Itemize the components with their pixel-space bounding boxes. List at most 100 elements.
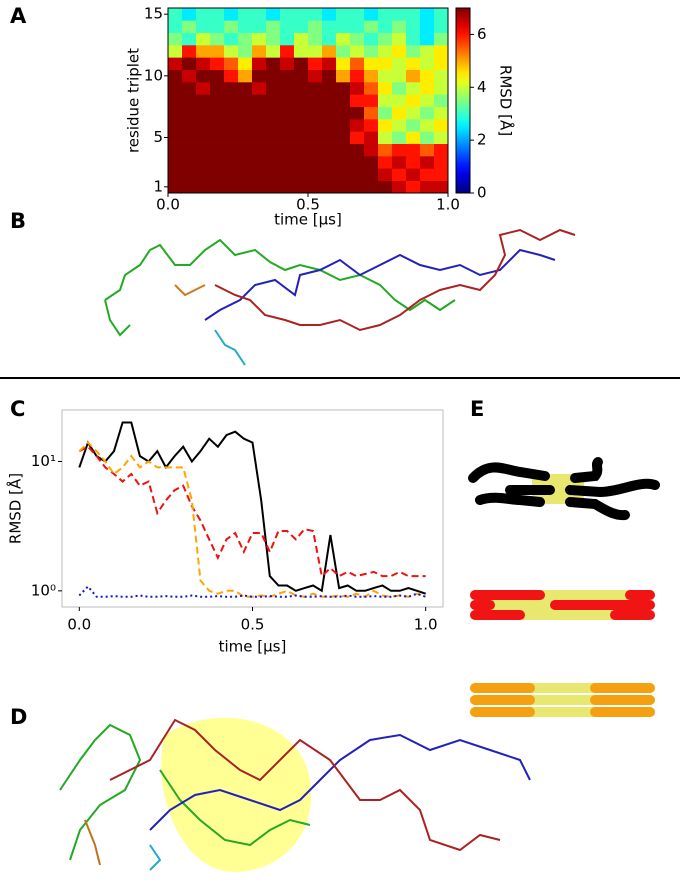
heatmap-cell	[322, 106, 337, 120]
heatmap-cell	[322, 69, 337, 83]
heatmap-cell	[308, 168, 323, 181]
heatmap-cell	[336, 180, 351, 194]
heatmap-cell	[210, 106, 225, 120]
line-series	[78, 421, 427, 595]
heatmap-cell	[182, 156, 197, 169]
heatmap-cell	[322, 20, 337, 33]
heatmap-cell	[392, 131, 407, 144]
heatmap-cell	[378, 168, 393, 181]
heatmap-cell	[252, 131, 267, 144]
heatmap-cell	[378, 180, 393, 194]
y-tick-label: 10¹	[31, 452, 56, 470]
heatmap-cell	[364, 94, 379, 107]
heatmap-cell	[322, 57, 337, 70]
heatmap-cell	[266, 94, 281, 107]
heatmap-cell	[168, 82, 183, 95]
heatmap-cell	[182, 32, 197, 46]
heatmap-cell	[196, 94, 211, 107]
heatmap-cell	[266, 57, 281, 70]
heatmap-cell	[168, 32, 183, 46]
heatmap-cell	[392, 106, 407, 120]
heatmap-cell	[210, 32, 225, 46]
x-axis-label: time [μs]	[274, 211, 342, 229]
heatmap-cell	[350, 131, 365, 144]
heatmap-cell	[238, 69, 253, 83]
heatmap-cell	[420, 69, 435, 83]
heatmap-cell	[168, 69, 183, 83]
line-series	[78, 445, 426, 579]
heatmap-cell	[266, 106, 281, 120]
heatmap-cell	[210, 94, 225, 107]
heatmap-cell	[434, 32, 449, 46]
heatmap-cell	[266, 45, 281, 58]
heatmap-cell	[350, 82, 365, 95]
heatmap-cell	[336, 82, 351, 95]
heatmap-cell	[168, 143, 183, 157]
heatmap-cell	[378, 69, 393, 83]
heatmap-cell	[168, 180, 183, 194]
heatmap-cell	[392, 8, 407, 21]
heatmap-cell	[406, 168, 421, 181]
colorbar-tick-label: 2	[477, 131, 487, 149]
heatmap-cell	[420, 82, 435, 95]
heatmap-cell	[308, 20, 323, 33]
heatmap-cell	[308, 32, 323, 46]
heatmap-cell	[392, 57, 407, 70]
heatmap-cell	[266, 119, 281, 132]
heatmap-cell	[364, 131, 379, 144]
heatmap-cell	[336, 94, 351, 107]
heatmap-cell	[196, 57, 211, 70]
heatmap-cell	[420, 156, 435, 169]
heatmap-cell	[336, 45, 351, 58]
heatmap-cell	[168, 106, 183, 120]
heatmap-cell	[210, 180, 225, 194]
heatmap-cell	[210, 20, 225, 33]
heatmap-cell	[294, 94, 309, 107]
heatmap-cell	[266, 82, 281, 95]
heatmap-cell	[238, 119, 253, 132]
heatmap-cell	[322, 180, 337, 194]
x-tick-label: 0.5	[296, 196, 320, 214]
heatmap-cell	[350, 32, 365, 46]
heatmap-cell	[406, 180, 421, 194]
heatmap-cell	[224, 8, 239, 21]
heatmap-cell	[238, 82, 253, 95]
heatmap-cell	[294, 57, 309, 70]
heatmap-cell	[308, 143, 323, 157]
heatmap-cell	[182, 119, 197, 132]
heatmap-cell	[224, 69, 239, 83]
heatmap-cell	[280, 8, 295, 21]
heatmap-cell	[252, 156, 267, 169]
panel-label: A	[10, 4, 27, 28]
heatmap-cell	[196, 180, 211, 194]
heatmap-cell	[308, 45, 323, 58]
heatmap-cell	[434, 131, 449, 144]
heatmap-cell	[224, 180, 239, 194]
heatmap-cell	[308, 57, 323, 70]
heatmap-cell	[168, 45, 183, 58]
heatmap-cell	[168, 8, 183, 21]
heatmap-cell	[224, 143, 239, 157]
heatmap-cell	[294, 156, 309, 169]
heatmap-cell	[420, 94, 435, 107]
heatmap-cell	[406, 143, 421, 157]
heatmap-cell	[266, 143, 281, 157]
heatmap-cell	[294, 82, 309, 95]
y-tick-label: 10⁰	[31, 581, 56, 599]
heatmap-cell	[434, 20, 449, 33]
heatmap-cell	[252, 82, 267, 95]
heatmap-cell	[406, 45, 421, 58]
heatmap-cell	[252, 143, 267, 157]
heatmap-cell	[350, 180, 365, 194]
heatmap-cell	[336, 32, 351, 46]
heatmap-cell	[336, 20, 351, 33]
heatmap-cell	[182, 57, 197, 70]
heatmap-cell	[294, 131, 309, 144]
plot-frame	[61, 409, 444, 608]
heatmap-cell	[280, 20, 295, 33]
heatmap-cell	[252, 119, 267, 132]
heatmap-cell	[168, 168, 183, 181]
heatmap-cell	[378, 20, 393, 33]
heatmap-cell	[294, 180, 309, 194]
